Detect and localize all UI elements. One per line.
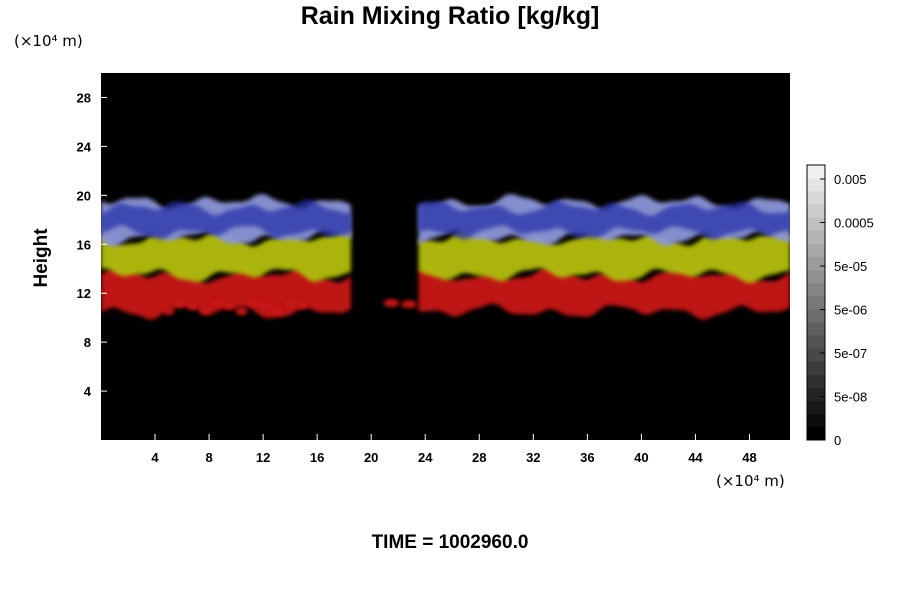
colorbar-label: 0.005 — [834, 172, 867, 187]
y-tick-label: 12 — [77, 286, 91, 301]
rain-cell — [211, 298, 224, 307]
colorbar-level — [807, 243, 825, 257]
y-tick-label: 4 — [84, 384, 92, 399]
colorbar-level — [807, 165, 825, 179]
x-axis-unit: (×10⁴ m) — [716, 472, 785, 490]
y-tick-label: 16 — [77, 237, 91, 252]
y-tick-label: 28 — [77, 90, 91, 105]
rain-layer-band — [418, 200, 790, 240]
y-tick-label: 24 — [77, 139, 92, 154]
colorbar-frame — [806, 164, 826, 441]
rain-cell — [247, 298, 260, 307]
rain-layer-band — [101, 230, 351, 282]
colorbar-level — [807, 413, 825, 428]
x-tick-label: 36 — [580, 450, 594, 465]
colorbar-level — [807, 269, 825, 284]
rain-cell — [296, 301, 309, 310]
x-tick-label: 40 — [634, 450, 648, 465]
colorbar-level — [807, 348, 825, 362]
colorbar-label: 5e-08 — [834, 390, 867, 405]
rain-cell — [401, 300, 418, 309]
x-tick-label: 8 — [205, 450, 212, 465]
rain-layer-band — [418, 230, 790, 283]
colorbar-label: 0.0005 — [834, 216, 874, 231]
x-tick-label: 32 — [526, 450, 540, 465]
x-tick-label: 24 — [418, 450, 433, 465]
x-tick-label: 16 — [310, 450, 324, 465]
colorbar-level — [807, 374, 825, 388]
rain-cell — [186, 302, 199, 311]
rain-cell — [223, 301, 236, 310]
colorbar-label: 0 — [834, 433, 841, 448]
colorbar-level — [807, 204, 825, 218]
rain-cell — [284, 299, 297, 308]
rain-cell — [383, 298, 400, 307]
colorbar-level — [807, 387, 825, 402]
colorbar-level — [807, 309, 825, 323]
colorbar-level — [807, 400, 825, 415]
rain-cell — [199, 307, 212, 316]
colorbar-level — [807, 426, 825, 441]
y-axis-unit: (×10⁴ m) — [14, 32, 83, 50]
colorbar-level — [807, 191, 825, 205]
colorbar-level — [807, 361, 825, 375]
colorbar-level — [807, 217, 825, 231]
colorbar-level — [807, 178, 825, 192]
y-tick-label: 8 — [84, 335, 91, 350]
rain-cell — [271, 307, 284, 316]
chart-title: Rain Mixing Ratio [kg/kg] — [300, 2, 600, 30]
x-tick-label: 4 — [151, 450, 159, 465]
rain-cell — [235, 307, 248, 316]
y-tick-label: 20 — [77, 188, 91, 203]
time-annotation: TIME = 1002960.0 — [371, 532, 529, 553]
rain-cell — [162, 306, 175, 315]
colorbar-level — [807, 295, 825, 310]
colorbar-level — [807, 256, 825, 271]
rain-layer-band — [418, 266, 790, 320]
colorbar-label: 5e-07 — [834, 346, 867, 361]
x-tick-label: 28 — [472, 450, 486, 465]
rain-cell — [174, 298, 187, 307]
colorbar-level — [807, 230, 825, 244]
rain-layer-band — [101, 199, 351, 240]
x-tick-label: 12 — [256, 450, 270, 465]
colorbar-level — [807, 322, 825, 336]
rain-cell — [259, 301, 272, 310]
x-tick-label: 20 — [364, 450, 378, 465]
colorbar-label: 5e-05 — [834, 259, 867, 274]
x-tick-label: 48 — [742, 450, 756, 465]
colorbar-label: 5e-06 — [834, 303, 867, 318]
x-tick-label: 44 — [688, 450, 703, 465]
colorbar-level — [807, 282, 825, 297]
colorbar-level — [807, 335, 825, 349]
